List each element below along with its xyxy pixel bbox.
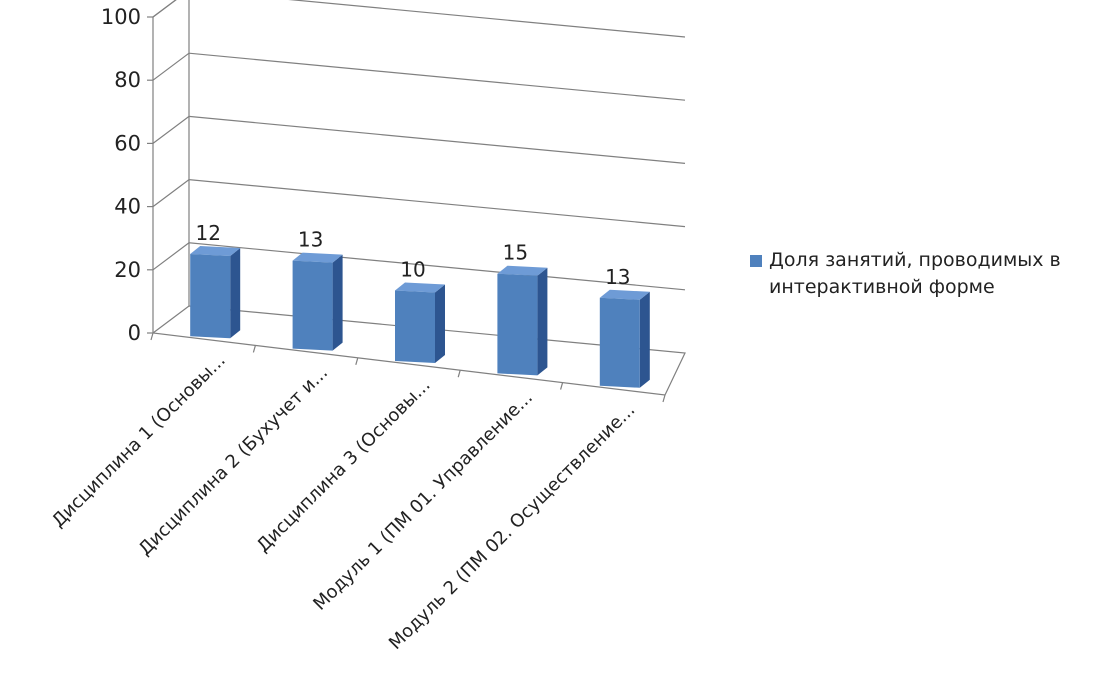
- bar: [292, 252, 343, 351]
- y-tick-label: 100: [101, 5, 141, 29]
- x-tick-mark: [457, 370, 461, 378]
- y-tick-label: 80: [114, 68, 141, 92]
- data-label: 15: [503, 241, 528, 265]
- bar-side: [639, 291, 650, 388]
- x-tick-mark: [355, 357, 359, 365]
- bar-top: [292, 252, 343, 263]
- bar-top: [395, 282, 445, 293]
- bar-top: [190, 246, 241, 257]
- gridline: [152, 115, 686, 164]
- gridline: [152, 52, 686, 101]
- category-label: Дисциплина 2 (Бухучет и...: [135, 362, 333, 560]
- gridline: [152, 178, 686, 228]
- legend-label-line-1: Доля занятий, проводимых в: [769, 249, 1061, 271]
- category-label: Модуль 2 (ПМ 02. Осуществление...: [385, 399, 639, 653]
- side-wall-top-edge: [152, 0, 177, 18]
- gridlines: [152, 0, 686, 291]
- data-label: 12: [195, 221, 220, 245]
- bars: 12 13 10 15 13: [190, 221, 650, 388]
- category-label: Модуль 1 (ПМ 01. Управление...: [309, 387, 537, 615]
- x-tick-mark: [150, 332, 154, 341]
- gridline: [152, 0, 686, 38]
- y-tick-label: 20: [114, 258, 141, 282]
- bar-front: [190, 254, 231, 339]
- bar: [599, 289, 650, 388]
- x-tick-mark: [252, 345, 256, 353]
- data-label: 13: [298, 228, 323, 252]
- x-tick-mark: [560, 382, 564, 390]
- bar-side: [230, 248, 241, 339]
- bar: [497, 265, 548, 376]
- y-tick-label: 0: [128, 321, 141, 345]
- bar-side: [537, 267, 548, 376]
- bar: [395, 282, 445, 363]
- legend-label-line-2: интерактивной форме: [769, 276, 995, 298]
- bar-side: [435, 284, 445, 363]
- y-tick-label: 60: [114, 131, 141, 155]
- bar-front: [292, 260, 333, 351]
- x-tick-mark: [662, 394, 666, 403]
- legend-label: Доля занятий, проводимых в интерактивной…: [769, 247, 1061, 301]
- data-label: 10: [400, 258, 425, 282]
- y-tick-label: 40: [114, 195, 141, 219]
- bar-top: [497, 265, 548, 276]
- bar-front: [497, 273, 538, 376]
- legend-swatch: [750, 255, 762, 267]
- bar: [190, 246, 241, 339]
- y-axis-ticks: 0 20 40 60 80 100: [101, 5, 153, 345]
- bar-front: [599, 297, 640, 388]
- legend: Доля занятий, проводимых в интерактивной…: [750, 247, 1100, 301]
- bar-side: [332, 254, 343, 351]
- data-label: 13: [605, 265, 630, 289]
- bar-top: [599, 289, 650, 300]
- bar-front: [395, 290, 435, 363]
